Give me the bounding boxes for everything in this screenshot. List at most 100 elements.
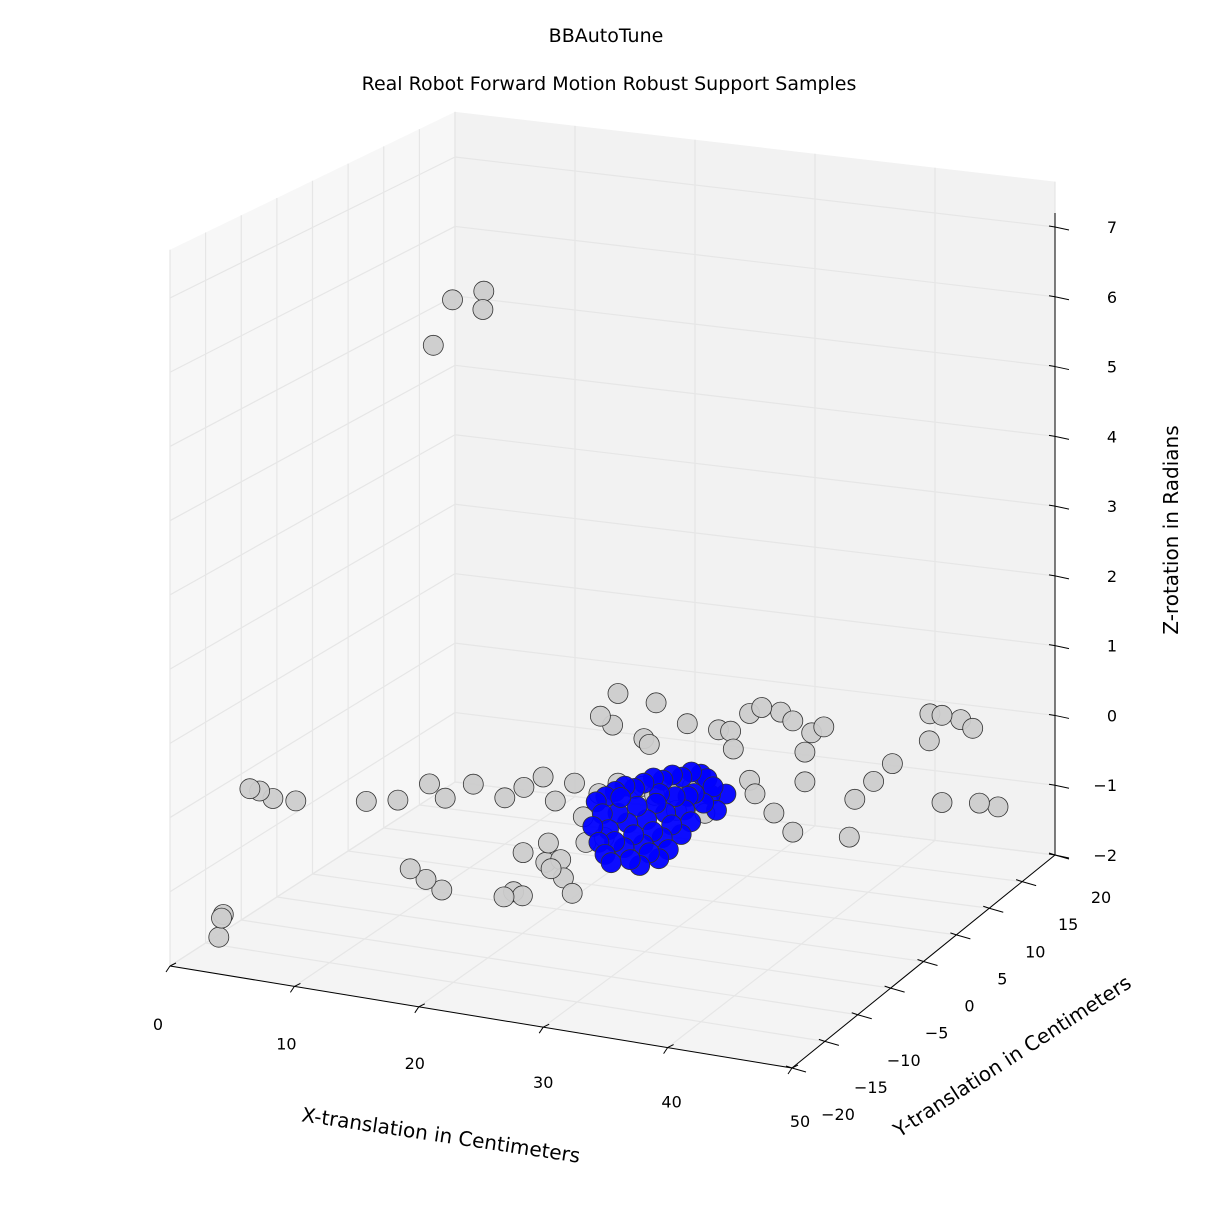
y-tick-label: −5 xyxy=(925,1024,949,1043)
sample-point xyxy=(987,796,1009,818)
x-tick xyxy=(165,965,171,973)
sample-point xyxy=(239,778,261,800)
y-tick xyxy=(956,934,971,940)
y-tick xyxy=(917,959,924,962)
z-tick-label: 7 xyxy=(1107,218,1117,237)
z-tick xyxy=(1048,225,1056,228)
y-tick xyxy=(818,1038,826,1042)
robust-support-point xyxy=(626,795,648,817)
sample-point xyxy=(751,697,773,718)
y-tick xyxy=(824,1040,840,1046)
y-tick xyxy=(857,1014,872,1020)
chart-title: BBAutoTune xyxy=(549,25,664,47)
sample-point xyxy=(431,879,453,901)
grid-line xyxy=(454,642,1056,717)
robust-support-point xyxy=(702,776,724,798)
y-tick xyxy=(851,1012,858,1016)
sample-point xyxy=(564,772,585,794)
grid-line xyxy=(169,295,456,447)
z-tick xyxy=(1048,713,1056,716)
sample-point xyxy=(512,885,533,907)
sample-point xyxy=(794,741,816,763)
grid-line xyxy=(454,573,1056,647)
sample-point xyxy=(211,907,232,929)
z-tick xyxy=(1054,714,1070,719)
sample-point xyxy=(813,716,835,738)
z-tick-label: 3 xyxy=(1107,497,1117,516)
y-tick xyxy=(791,1067,807,1073)
sample-point xyxy=(882,753,903,774)
y-tick-label: 20 xyxy=(1091,888,1111,907)
y-tick xyxy=(989,907,1004,913)
grid-line xyxy=(454,503,1056,577)
sample-point xyxy=(931,704,953,726)
sample-point xyxy=(544,790,566,812)
robust-support-point xyxy=(610,787,632,808)
grid-line xyxy=(454,225,1056,298)
z-tick xyxy=(1054,784,1070,789)
z-tick xyxy=(1054,435,1070,440)
x-axis-line xyxy=(169,965,793,1069)
y-tick-label: 0 xyxy=(964,997,974,1016)
z-tick xyxy=(1048,295,1056,298)
sample-point xyxy=(494,787,516,809)
sample-point xyxy=(838,826,860,848)
z-tick xyxy=(1048,574,1056,577)
grid-line xyxy=(419,804,1023,883)
grid-line xyxy=(169,434,456,596)
sample-point xyxy=(540,858,562,880)
grid-line xyxy=(169,573,456,744)
y-axis-label: Y-translation in Centimeters xyxy=(888,970,1135,1142)
x-tick-label: 40 xyxy=(661,1093,681,1112)
grid-line xyxy=(276,896,891,989)
sample-point xyxy=(744,783,766,805)
y-tick-label: −15 xyxy=(854,1078,888,1097)
z-tick-label: −1 xyxy=(1093,776,1117,795)
x-tick xyxy=(294,982,301,987)
y-tick xyxy=(785,1065,793,1069)
sample-point xyxy=(645,692,667,714)
z-tick xyxy=(1054,575,1070,580)
sample-point xyxy=(285,790,307,812)
sample-point xyxy=(918,730,940,752)
grid-line xyxy=(454,156,1056,228)
z-tick xyxy=(1048,504,1056,507)
z-axis-label: Z-rotation in Radians xyxy=(1159,425,1183,634)
sample-point xyxy=(208,926,230,948)
z-tick xyxy=(1054,296,1070,301)
y-tick xyxy=(884,985,891,989)
grid-line xyxy=(169,364,456,522)
grid-line xyxy=(169,712,456,893)
x-tick xyxy=(787,1067,793,1075)
sample-point xyxy=(590,705,611,727)
chart-subtitle: Real Robot Forward Motion Robust Support… xyxy=(362,73,857,95)
robust-support-point xyxy=(600,852,622,874)
y-tick-label: 15 xyxy=(1058,915,1078,934)
sample-point xyxy=(782,821,804,843)
z-tick-label: 1 xyxy=(1107,637,1117,656)
sample-point xyxy=(532,766,554,788)
x-tick xyxy=(663,1047,669,1054)
sample-point xyxy=(863,771,884,792)
grid-line xyxy=(169,642,456,819)
sample-point xyxy=(415,869,437,890)
z-tick-label: 5 xyxy=(1107,358,1117,377)
sample-point xyxy=(962,717,984,739)
grid-line xyxy=(169,156,456,299)
z-tick xyxy=(1048,783,1056,786)
data-points xyxy=(208,280,1009,948)
sample-point xyxy=(399,858,421,880)
back-pane xyxy=(455,111,1055,856)
y-tick-label: 5 xyxy=(997,969,1007,988)
sample-point xyxy=(794,771,816,793)
z-tick xyxy=(1048,853,1056,856)
sample-point xyxy=(638,734,660,755)
sample-point xyxy=(442,289,463,311)
robust-support-point xyxy=(619,849,641,870)
y-tick xyxy=(1021,881,1037,887)
sample-point xyxy=(763,802,785,824)
floor-pane xyxy=(170,782,1055,1068)
grid-line xyxy=(169,225,456,373)
y-tick xyxy=(923,961,938,966)
z-tick xyxy=(1048,434,1056,437)
